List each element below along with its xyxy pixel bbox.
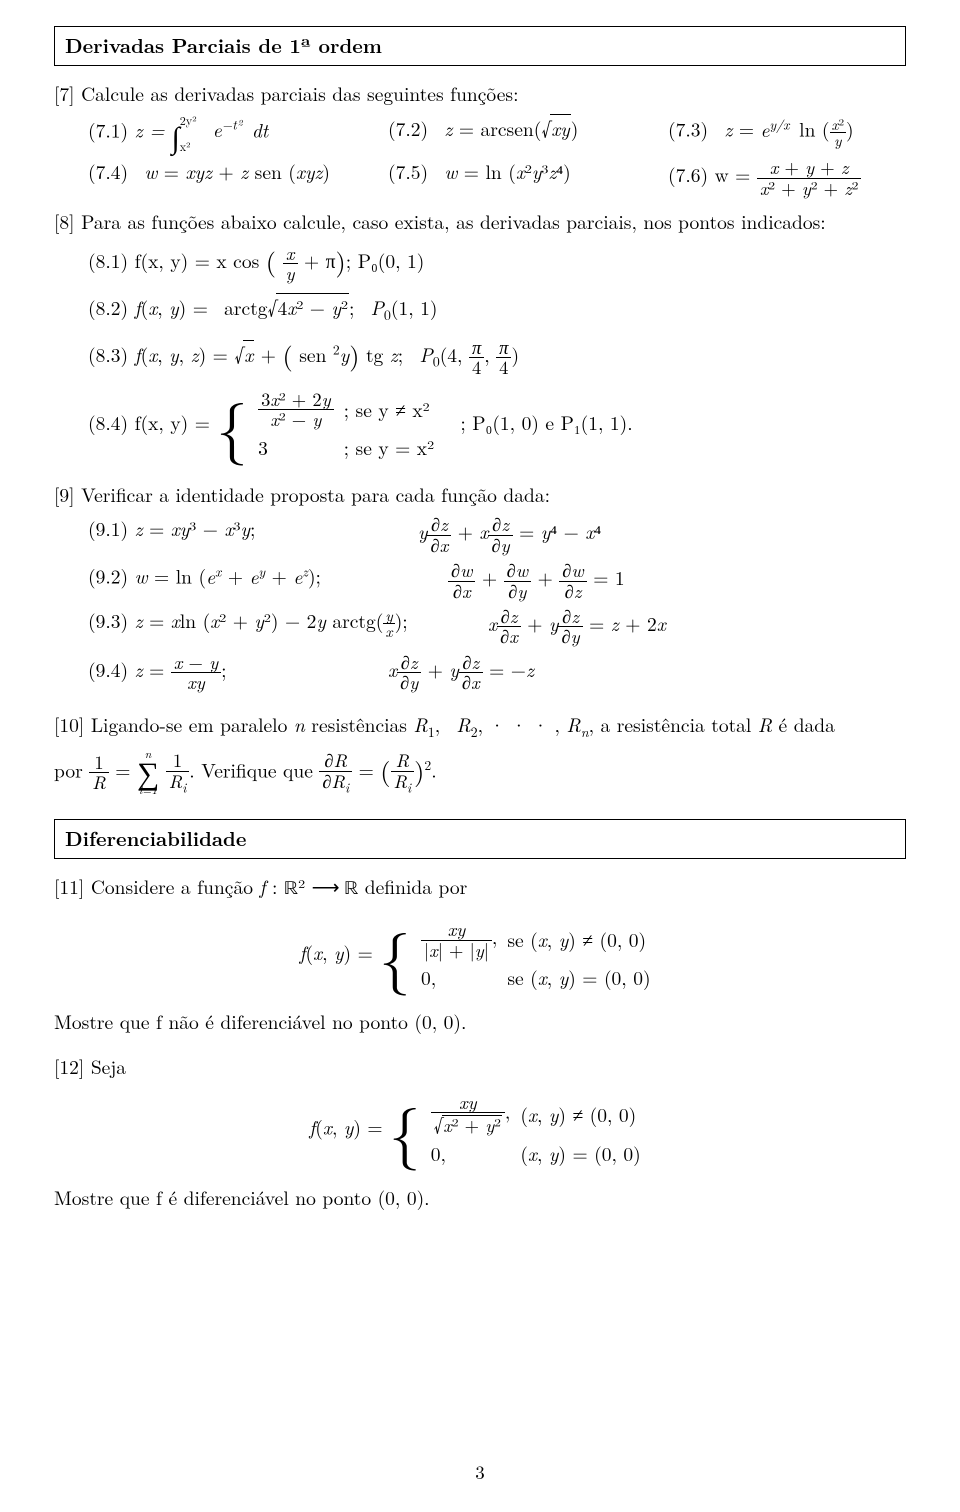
item-7-4: (7.4) w = xyz + z sen (xyz) [88,158,388,198]
problem-8-lead: [8] Para as funções abaixo calcule, caso… [54,208,906,236]
section-title-2: Diferenciabilidade [65,823,246,852]
section-title: Derivadas Parciais de 1ª ordem [65,30,382,59]
item-7-6: (7.6) w = x + y + zx² + y² + z² [668,158,906,198]
page: { "layout": { "page_width_px": 960, "pag… [0,0,960,1512]
problem-12-def: f(x, y) = { xyx² + y², (x, y) ≠ (0, 0) 0… [54,1091,906,1170]
item-9-3: (9.3) z = xln (x² + y²) − 2y arctg(yx); … [54,607,906,647]
problem-11-tail: Mostre que f não é diferenciável no pont… [54,1008,906,1036]
problem-11-lead: [11] Considere a função f : ℝ² ⟶ ℝ defin… [54,873,906,904]
item-7-3: (7.3) z = ey/x ln (x²y) [668,114,906,152]
item-8-1: (8.1) f(x, y) = x cos ( xy + π); P₀(0, 1… [54,242,906,284]
item-9-1: (9.1) z = xy³ − x³y; y∂z∂x + x∂z∂y = y⁴ … [54,515,906,555]
page-number: 3 [0,1459,960,1486]
problem-10-line1: [10] Ligando-se em paralelo n resistênci… [54,711,906,743]
section-heading-diferenciabilidade: Diferenciabilidade [54,819,906,859]
item-8-3: (8.3) f(x, y, z) = x + ( sen 2y) tg z; P… [54,336,906,378]
item-7-1: (7.1) z = ∫2y²x² e−t² dt [88,114,388,152]
problem-7-lead: [7] Calcule as derivadas parciais das se… [54,80,906,108]
problem-7-row1: (7.1) z = ∫2y²x² e−t² dt (7.2) z = arcse… [54,114,906,152]
item-8-4: (8.4) f(x, y) = { 3x² + 2yx² − y ; se y … [54,388,906,464]
problem-12-tail: Mostre que f é diferenciável no ponto (0… [54,1184,906,1212]
section-heading-derivadas: Derivadas Parciais de 1ª ordem [54,26,906,66]
problem-12-lead: [12] Seja [54,1053,906,1081]
item-9-2: (9.2) w = ln (ex + ey + ez); ∂w∂x + ∂w∂y… [54,561,906,601]
problem-10-line2: por 1R = n∑i=1 1Ri. Verifique que ∂R∂Ri … [54,749,906,797]
problem-9-lead: [9] Verificar a identidade proposta para… [54,481,906,509]
item-7-2: (7.2) z = arcsen(xy) [388,114,668,152]
item-8-2: (8.2) f(x, y) = arctg4x² − y²; P0(1, 1) [54,293,906,326]
problem-11-def: f(x, y) = { xy|x| + |y|, se (x, y) ≠ (0,… [54,918,906,994]
problem-7-row2: (7.4) w = xyz + z sen (xyz) (7.5) w = ln… [54,158,906,198]
item-7-5: (7.5) w = ln (x²y³z⁴) [388,158,668,198]
item-9-4: (9.4) z = x − yxy; x∂z∂y + y∂z∂x = −z [54,653,906,693]
